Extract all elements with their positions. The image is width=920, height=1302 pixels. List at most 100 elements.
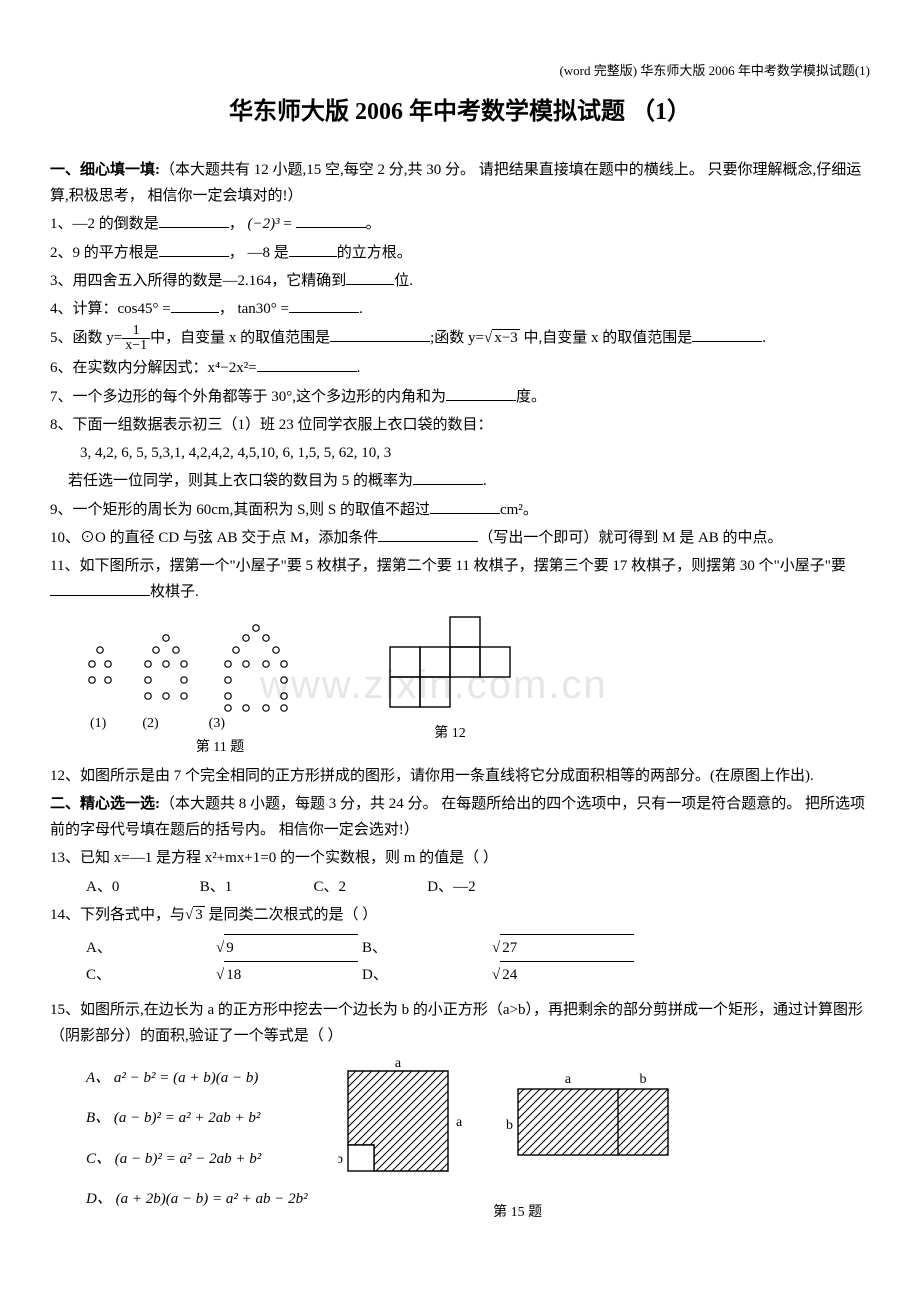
frac-den: x−1	[122, 339, 150, 353]
q9-b: cm²。	[500, 502, 538, 518]
q8-c: .	[483, 473, 487, 489]
blank	[159, 241, 229, 257]
fig12: 第 12	[360, 612, 540, 747]
page-title: 华东师大版 2006 年中考数学模拟试题 （1）	[50, 91, 870, 133]
q1-eq: =	[280, 216, 296, 232]
blank	[171, 297, 219, 313]
fig11-l1: (1)	[90, 712, 106, 737]
q1: 1、—2 的倒数是 ， (−2)³ = 。	[50, 211, 870, 237]
blank	[413, 469, 483, 485]
q15-opts: A、 a² − b² = (a + b)(a − b) B、 (a − b)² …	[50, 1051, 308, 1226]
q8-a: 8、下面一组数据表示初三（1）班 23 位同学衣服上衣口袋的数目：	[50, 417, 493, 433]
q9-a: 9、一个矩形的周长为 60cm,其面积为 S,则 S 的取值不超过	[50, 502, 430, 518]
val: 9	[224, 934, 358, 961]
opt: B、 (a − b)² = a² + 2ab + b²	[86, 1105, 308, 1131]
q8-data: 3, 4,2, 6, 5, 5,3,1, 4,2,4,2, 4,5,10, 6,…	[50, 440, 870, 466]
svg-text:b: b	[338, 1152, 343, 1167]
q1-exp: (−2)³	[248, 216, 280, 232]
q7-a: 7、一个多边形的每个外角都等于 30°,这个多边形的内角和为	[50, 389, 446, 405]
q14: 14、下列各式中，与√3 是同类二次根式的是（ ）	[50, 902, 870, 928]
sec1-label: 一、细心填一填:	[50, 162, 160, 178]
q4: 4、计算：cos45° = ， tan30° =.	[50, 296, 870, 322]
blank	[159, 212, 229, 228]
q14-a: 14、下列各式中，与	[50, 907, 185, 923]
opt: D、—2	[427, 874, 537, 900]
q11-b: 枚棋子.	[150, 584, 199, 600]
fig11: (1) (2) (3) 第 11 题	[80, 612, 320, 761]
q1-end: 。	[366, 216, 381, 232]
section1-head: 一、细心填一填:（本大题共有 12 小题,15 空,每空 2 分,共 30 分。…	[50, 157, 870, 210]
q2-a: 2、9 的平方根是	[50, 245, 159, 261]
fig15: a a b a b b 第 15 题	[338, 1051, 698, 1226]
val: 24	[500, 961, 634, 988]
q3-b: 位.	[394, 273, 413, 289]
q6-b: .	[357, 360, 361, 376]
section2-head: 二、精心选一选:（本大题共 8 小题，每题 3 分，共 24 分。 在每题所给出…	[50, 791, 870, 844]
svg-text:a: a	[395, 1056, 402, 1071]
opt: D、√24	[362, 961, 634, 988]
q8: 8、下面一组数据表示初三（1）班 23 位同学衣服上衣口袋的数目：	[50, 412, 870, 438]
q4-c: .	[359, 301, 363, 317]
q5-c: ;函数 y=	[430, 330, 484, 346]
blank	[50, 580, 150, 596]
frac-num: 1	[122, 324, 150, 339]
sec2-desc: （本大题共 8 小题，每题 3 分，共 24 分。 在每题所给出的四个选项中，只…	[50, 796, 865, 838]
q5-d: 中,自变量 x 的取值范围是	[520, 330, 693, 346]
q12: 12、如图所示是由 7 个完全相同的正方形拼成的图形，请你用一条直线将它分成面积…	[50, 763, 870, 789]
q4-b: ， tan30° =	[219, 301, 289, 317]
blank	[378, 526, 478, 542]
val: 18	[224, 961, 358, 988]
q3: 3、用四舍五入所得的数是—2.164，它精确到 位.	[50, 268, 870, 294]
page-header: (word 完整版) 华东师大版 2006 年中考数学模拟试题(1)	[50, 60, 870, 83]
fig11-cap: 第 11 题	[80, 736, 320, 761]
q13: 13、已知 x=—1 是方程 x²+mx+1=0 的一个实数根，则 m 的值是（…	[50, 845, 870, 871]
val: 27	[500, 934, 634, 961]
svg-text:a: a	[456, 1115, 463, 1130]
q13-opts: A、0 B、1 C、2 D、—2	[50, 874, 870, 900]
q11-a: 11、如下图所示，摆第一个"小屋子"要 5 枚棋子，摆第二个要 11 枚棋子，摆…	[50, 558, 846, 574]
fig12-svg	[360, 612, 540, 722]
opt: C、 (a − b)² = a² − 2ab + b²	[86, 1146, 308, 1172]
blank	[346, 269, 394, 285]
fig11-svg	[80, 612, 320, 712]
figures-row: (1) (2) (3) 第 11 题 第 12	[80, 612, 870, 761]
q15-row: A、 a² − b² = (a + b)(a − b) B、 (a − b)² …	[50, 1051, 870, 1226]
lbl: D、	[362, 962, 492, 988]
fig15-cap: 第 15 题	[338, 1201, 698, 1226]
lbl: C、	[86, 962, 216, 988]
blank	[289, 241, 337, 257]
opt: A、 a² − b² = (a + b)(a − b)	[86, 1065, 308, 1091]
fig11-l2: (2)	[142, 712, 158, 737]
fraction: 1x−1	[122, 324, 150, 353]
q10-b: （写出一个即可）就可得到 M 是 AB 的中点。	[478, 530, 782, 546]
q8-b: 若任选一位同学，则其上衣口袋的数目为 5 的概率为.	[50, 468, 870, 494]
opt: A、√9	[86, 934, 358, 961]
opt: A、0	[86, 874, 196, 900]
q9: 9、一个矩形的周长为 60cm,其面积为 S,则 S 的取值不超过 cm²。	[50, 497, 870, 523]
q3-a: 3、用四舍五入所得的数是—2.164，它精确到	[50, 273, 346, 289]
q10-a: 10、⊙O 的直径 CD 与弦 AB 交于点 M，添加条件	[50, 530, 378, 546]
sec1-desc: （本大题共有 12 小题,15 空,每空 2 分,共 30 分。 请把结果直接填…	[50, 162, 861, 204]
blank	[430, 498, 500, 514]
svg-text:b: b	[639, 1072, 646, 1087]
q4-a: 4、计算：cos45° =	[50, 301, 171, 317]
fig15-svg: a a b a b b	[338, 1051, 698, 1201]
q6-a: 6、在实数内分解因式：x⁴−2x²=	[50, 360, 257, 376]
q2-c: 的立方根。	[337, 245, 412, 261]
blank	[330, 326, 430, 342]
sqrt-arg: x−3	[492, 329, 519, 346]
svg-text:a: a	[565, 1072, 572, 1087]
q1-text-a: 1、—2 的倒数是	[50, 216, 159, 232]
opt: D、 (a + 2b)(a − b) = a² + ab − 2b²	[86, 1186, 308, 1212]
blank	[289, 297, 359, 313]
q5: 5、函数 y=1x−1中，自变量 x 的取值范围是;函数 y=√x−3 中,自变…	[50, 324, 870, 353]
q14-b: 是同类二次根式的是（ ）	[205, 907, 378, 923]
blank	[296, 212, 366, 228]
lbl: A、	[86, 935, 216, 961]
opt: B、√27	[362, 934, 634, 961]
q1-sep: ，	[229, 216, 244, 232]
q7-b: 度。	[516, 389, 546, 405]
q2: 2、9 的平方根是， —8 是的立方根。	[50, 240, 870, 266]
q8-b-text: 若任选一位同学，则其上衣口袋的数目为 5 的概率为	[68, 473, 413, 489]
opt: B、1	[200, 874, 310, 900]
